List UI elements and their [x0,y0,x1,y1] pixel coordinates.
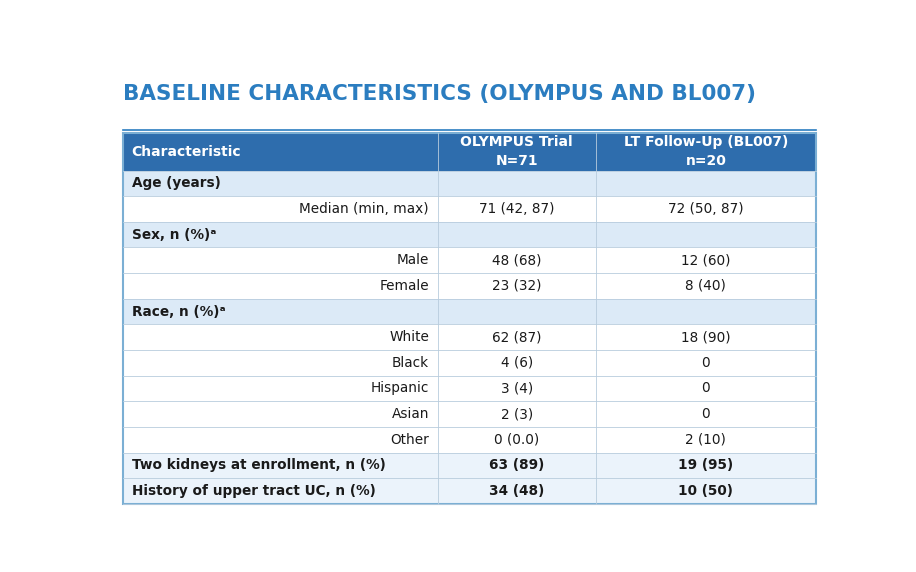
Text: Asian: Asian [391,407,429,421]
Bar [123,324,816,350]
Bar [123,222,816,248]
Text: Characteristic: Characteristic [132,145,241,158]
Bar [123,427,816,452]
Text: 0: 0 [702,407,710,421]
Text: 63 (89): 63 (89) [489,458,544,472]
Text: 2 (3): 2 (3) [500,407,533,421]
Text: 2 (10): 2 (10) [685,432,726,447]
Bar [123,452,816,478]
Text: OLYMPUS Trial
N=71: OLYMPUS Trial N=71 [461,136,573,168]
Text: 0 (0.0): 0 (0.0) [494,432,540,447]
Text: 10 (50): 10 (50) [679,484,734,498]
Bar [123,133,816,504]
Bar [123,273,816,299]
Text: Black: Black [392,356,429,370]
Text: 8 (40): 8 (40) [685,279,726,293]
Text: Hispanic: Hispanic [371,382,429,395]
Text: White: White [389,330,429,344]
Text: BASELINE CHARACTERISTICS (OLYMPUS AND BL007): BASELINE CHARACTERISTICS (OLYMPUS AND BL… [123,84,756,104]
Text: 0: 0 [702,382,710,395]
Bar [123,299,816,324]
Text: Other: Other [390,432,429,447]
Bar [123,401,816,427]
Text: 18 (90): 18 (90) [681,330,731,344]
Text: Male: Male [397,253,429,267]
Text: Female: Female [379,279,429,293]
Text: 62 (87): 62 (87) [492,330,541,344]
Bar [123,170,816,196]
Bar [123,248,816,273]
Text: 19 (95): 19 (95) [678,458,734,472]
Bar [123,376,816,401]
Text: 23 (32): 23 (32) [492,279,541,293]
Text: 71 (42, 87): 71 (42, 87) [479,202,554,216]
Text: 4 (6): 4 (6) [500,356,533,370]
Text: LT Follow-Up (BL007)
n=20: LT Follow-Up (BL007) n=20 [624,136,788,168]
Text: History of upper tract UC, n (%): History of upper tract UC, n (%) [132,484,376,498]
Bar [123,478,816,504]
Bar [123,133,816,170]
Text: Median (min, max): Median (min, max) [300,202,429,216]
Text: 3 (4): 3 (4) [500,382,533,395]
Bar [123,350,816,376]
Text: 48 (68): 48 (68) [492,253,541,267]
Text: Sex, n (%)ᵃ: Sex, n (%)ᵃ [132,228,216,241]
Text: 0: 0 [702,356,710,370]
Text: 72 (50, 87): 72 (50, 87) [668,202,744,216]
Bar [123,196,816,222]
Text: Age (years): Age (years) [132,176,220,190]
Text: 12 (60): 12 (60) [682,253,731,267]
Text: Two kidneys at enrollment, n (%): Two kidneys at enrollment, n (%) [132,458,386,472]
Text: Race, n (%)ᵃ: Race, n (%)ᵃ [132,304,225,319]
Text: 34 (48): 34 (48) [489,484,544,498]
